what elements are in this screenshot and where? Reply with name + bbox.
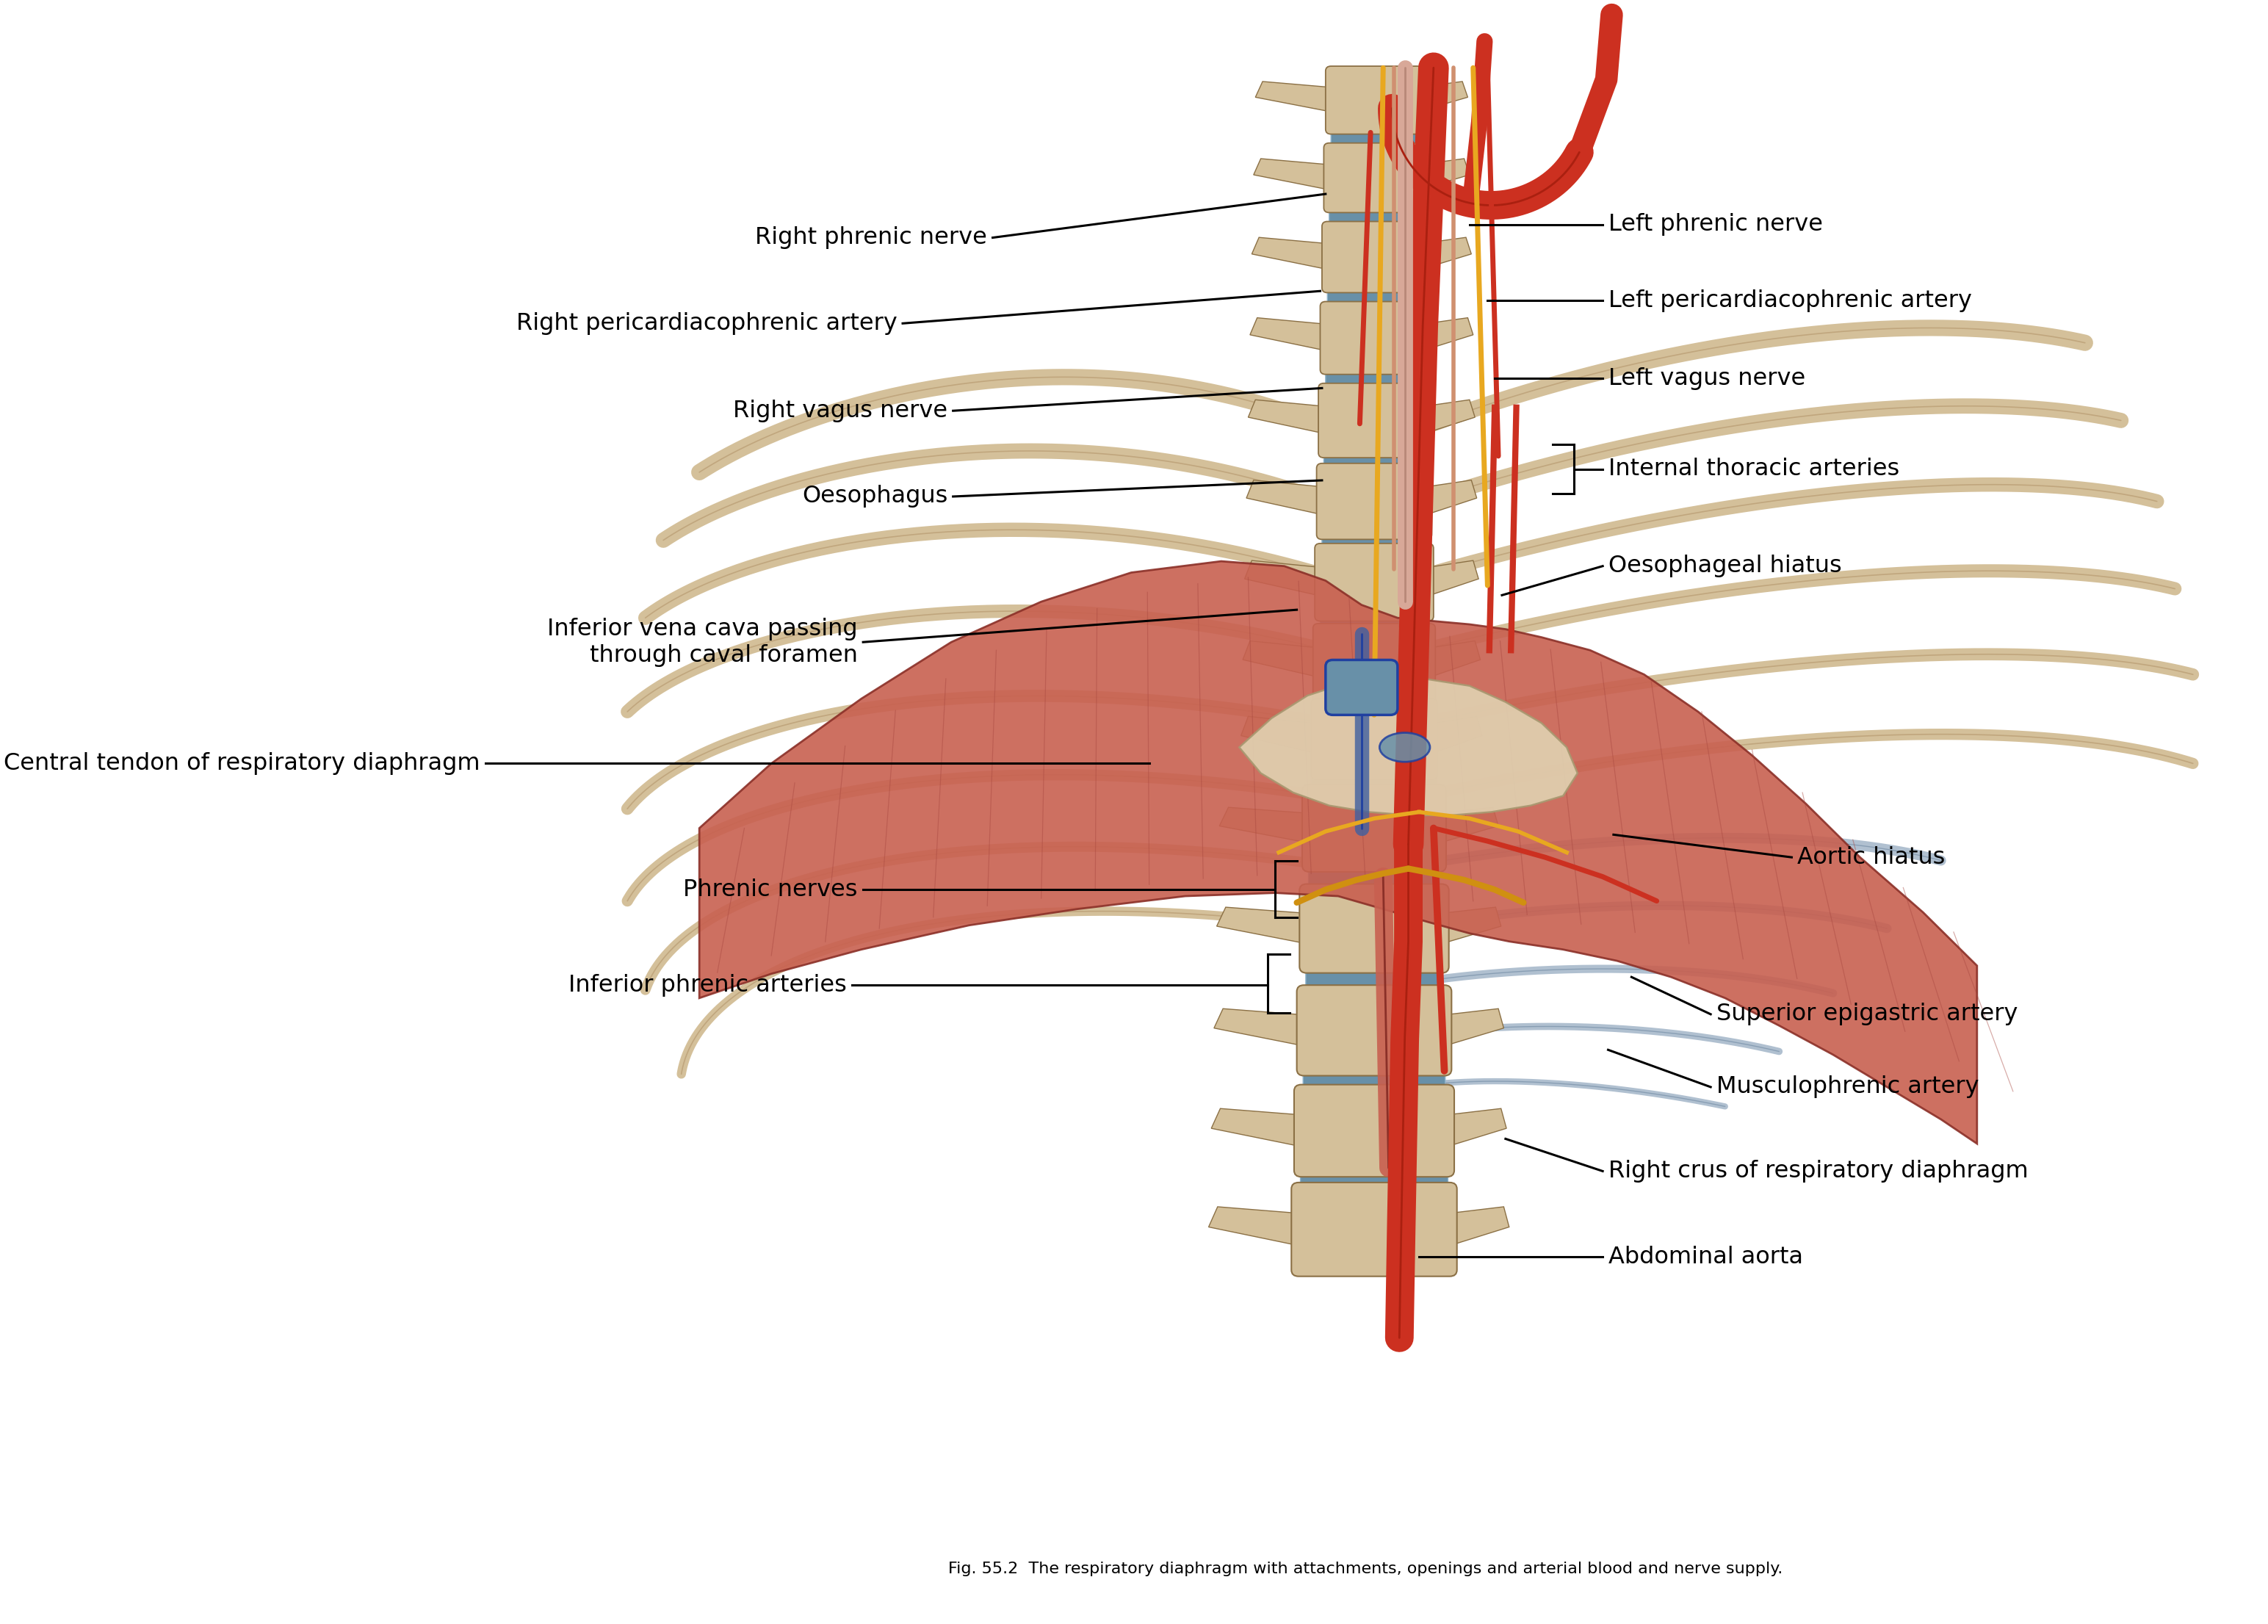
Ellipse shape bbox=[1379, 732, 1429, 762]
Text: Aortic hiatus: Aortic hiatus bbox=[1796, 846, 1946, 869]
Text: Right crus of respiratory diaphragm: Right crus of respiratory diaphragm bbox=[1608, 1160, 2028, 1182]
FancyBboxPatch shape bbox=[1315, 544, 1433, 620]
Polygon shape bbox=[1422, 318, 1474, 351]
FancyBboxPatch shape bbox=[1318, 463, 1431, 539]
Polygon shape bbox=[1438, 807, 1499, 843]
Polygon shape bbox=[1213, 1009, 1304, 1046]
FancyBboxPatch shape bbox=[1297, 986, 1452, 1075]
FancyBboxPatch shape bbox=[1311, 770, 1438, 799]
FancyBboxPatch shape bbox=[1329, 203, 1420, 231]
Polygon shape bbox=[1245, 560, 1320, 596]
Text: Right phrenic nerve: Right phrenic nerve bbox=[755, 226, 987, 248]
Polygon shape bbox=[1252, 237, 1327, 270]
FancyBboxPatch shape bbox=[1320, 609, 1429, 637]
Text: Superior epigastric artery: Superior epigastric artery bbox=[1717, 1004, 2019, 1026]
FancyBboxPatch shape bbox=[1325, 447, 1424, 474]
FancyBboxPatch shape bbox=[1295, 1085, 1454, 1177]
Text: Internal thoracic arteries: Internal thoracic arteries bbox=[1608, 458, 1898, 481]
Text: Phrenic nerves: Phrenic nerves bbox=[683, 879, 857, 901]
Text: Inferior vena cava passing
through caval foramen: Inferior vena cava passing through caval… bbox=[547, 617, 857, 667]
Polygon shape bbox=[1241, 716, 1318, 754]
FancyBboxPatch shape bbox=[1311, 698, 1438, 780]
Polygon shape bbox=[1445, 1009, 1504, 1046]
Polygon shape bbox=[1216, 908, 1306, 944]
FancyBboxPatch shape bbox=[1318, 383, 1429, 458]
Polygon shape bbox=[1254, 159, 1329, 190]
FancyBboxPatch shape bbox=[1313, 624, 1436, 703]
FancyBboxPatch shape bbox=[1322, 221, 1427, 292]
FancyBboxPatch shape bbox=[1304, 1065, 1445, 1095]
Polygon shape bbox=[1429, 560, 1479, 596]
FancyBboxPatch shape bbox=[1325, 67, 1422, 135]
Polygon shape bbox=[1220, 807, 1309, 843]
FancyBboxPatch shape bbox=[1322, 528, 1427, 555]
Polygon shape bbox=[1256, 81, 1331, 112]
FancyBboxPatch shape bbox=[1300, 883, 1449, 973]
FancyBboxPatch shape bbox=[1318, 687, 1429, 715]
Polygon shape bbox=[1247, 481, 1322, 515]
Polygon shape bbox=[1427, 481, 1476, 515]
Text: Left pericardiacophrenic artery: Left pericardiacophrenic artery bbox=[1608, 289, 1971, 312]
FancyBboxPatch shape bbox=[1309, 864, 1440, 893]
Text: Abdominal aorta: Abdominal aorta bbox=[1608, 1246, 1803, 1268]
Text: Oesophagus: Oesophagus bbox=[803, 486, 948, 508]
FancyBboxPatch shape bbox=[1290, 1182, 1456, 1276]
FancyBboxPatch shape bbox=[1300, 1166, 1447, 1195]
Polygon shape bbox=[1243, 641, 1318, 677]
Text: Fig. 55.2  The respiratory diaphragm with attachments, openings and arterial blo: Fig. 55.2 The respiratory diaphragm with… bbox=[948, 1562, 1783, 1577]
Polygon shape bbox=[1209, 1207, 1300, 1246]
Polygon shape bbox=[1442, 908, 1501, 944]
FancyBboxPatch shape bbox=[1306, 965, 1442, 994]
FancyBboxPatch shape bbox=[1302, 784, 1447, 872]
Polygon shape bbox=[1247, 400, 1325, 434]
Polygon shape bbox=[1429, 641, 1481, 677]
Text: Oesophageal hiatus: Oesophageal hiatus bbox=[1608, 555, 1842, 578]
Polygon shape bbox=[1418, 81, 1467, 112]
Polygon shape bbox=[1449, 1207, 1508, 1246]
FancyBboxPatch shape bbox=[1320, 302, 1429, 375]
FancyBboxPatch shape bbox=[1325, 143, 1424, 213]
Text: Left vagus nerve: Left vagus nerve bbox=[1608, 367, 1805, 390]
Text: Left phrenic nerve: Left phrenic nerve bbox=[1608, 213, 1823, 235]
Text: Musculophrenic artery: Musculophrenic artery bbox=[1717, 1075, 1978, 1098]
Text: Right vagus nerve: Right vagus nerve bbox=[733, 400, 948, 422]
Polygon shape bbox=[1424, 400, 1474, 434]
Text: Right pericardiacophrenic artery: Right pericardiacophrenic artery bbox=[517, 312, 898, 335]
Polygon shape bbox=[1238, 674, 1579, 815]
Polygon shape bbox=[1211, 1109, 1302, 1147]
Text: Central tendon of respiratory diaphragm: Central tendon of respiratory diaphragm bbox=[2, 752, 481, 775]
FancyBboxPatch shape bbox=[1327, 284, 1422, 312]
FancyBboxPatch shape bbox=[1325, 365, 1422, 393]
Polygon shape bbox=[1447, 1109, 1506, 1147]
Polygon shape bbox=[1422, 237, 1472, 270]
Polygon shape bbox=[1431, 716, 1481, 754]
Polygon shape bbox=[1250, 318, 1325, 351]
Polygon shape bbox=[1420, 159, 1470, 190]
Polygon shape bbox=[699, 562, 1978, 1143]
FancyBboxPatch shape bbox=[1325, 659, 1397, 715]
FancyBboxPatch shape bbox=[1331, 125, 1418, 153]
Text: Inferior phrenic arteries: Inferior phrenic arteries bbox=[569, 974, 846, 997]
